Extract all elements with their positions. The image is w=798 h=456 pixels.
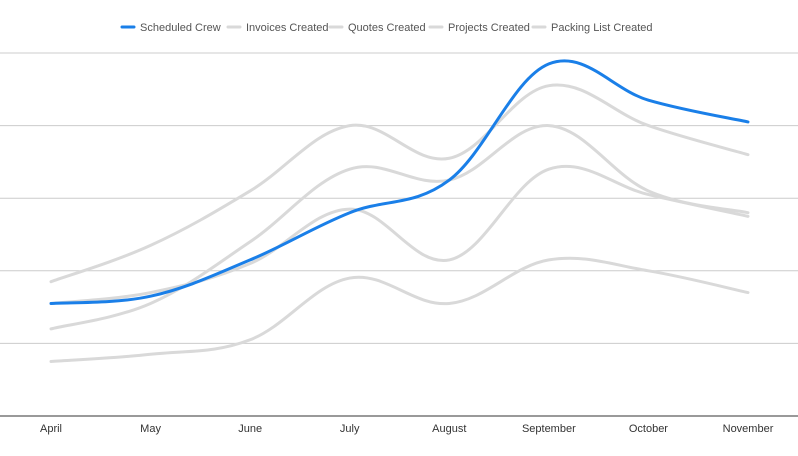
x-tick-label: November	[723, 423, 774, 435]
series-line-invoices-created[interactable]	[49, 164, 750, 305]
series-line-packing-list-created[interactable]	[49, 256, 750, 364]
legend-label: Packing List Created	[551, 22, 653, 34]
x-tick-label: June	[238, 423, 262, 435]
x-tick-label: April	[40, 423, 62, 435]
x-tick-label: September	[522, 423, 576, 435]
legend-label: Scheduled Crew	[140, 22, 221, 34]
series-line-scheduled-crew[interactable]	[49, 59, 750, 305]
x-axis: April May June July August September October No…	[40, 423, 774, 435]
legend-item-invoices-created[interactable]: Invoices Created	[226, 22, 329, 34]
legend-item-scheduled-crew[interactable]: Scheduled Crew	[120, 22, 221, 34]
legend-item-packing-list-created[interactable]: Packing List Created	[531, 22, 653, 34]
x-tick-label: August	[432, 423, 466, 435]
legend-item-projects-created[interactable]: Projects Created	[428, 22, 530, 34]
legend: Scheduled Crew Invoices Created Quotes Cre…	[120, 22, 653, 34]
legend-label: Invoices Created	[246, 22, 329, 34]
x-tick-label: October	[629, 423, 668, 435]
legend-label: Quotes Created	[348, 22, 426, 34]
series-layer	[49, 59, 750, 364]
x-tick-label: July	[340, 423, 360, 435]
legend-label: Projects Created	[448, 22, 530, 34]
legend-item-quotes-created[interactable]: Quotes Created	[328, 22, 426, 34]
x-tick-label: May	[140, 423, 161, 435]
series-line-quotes-created[interactable]	[49, 83, 750, 284]
series-line-projects-created[interactable]	[49, 124, 750, 331]
